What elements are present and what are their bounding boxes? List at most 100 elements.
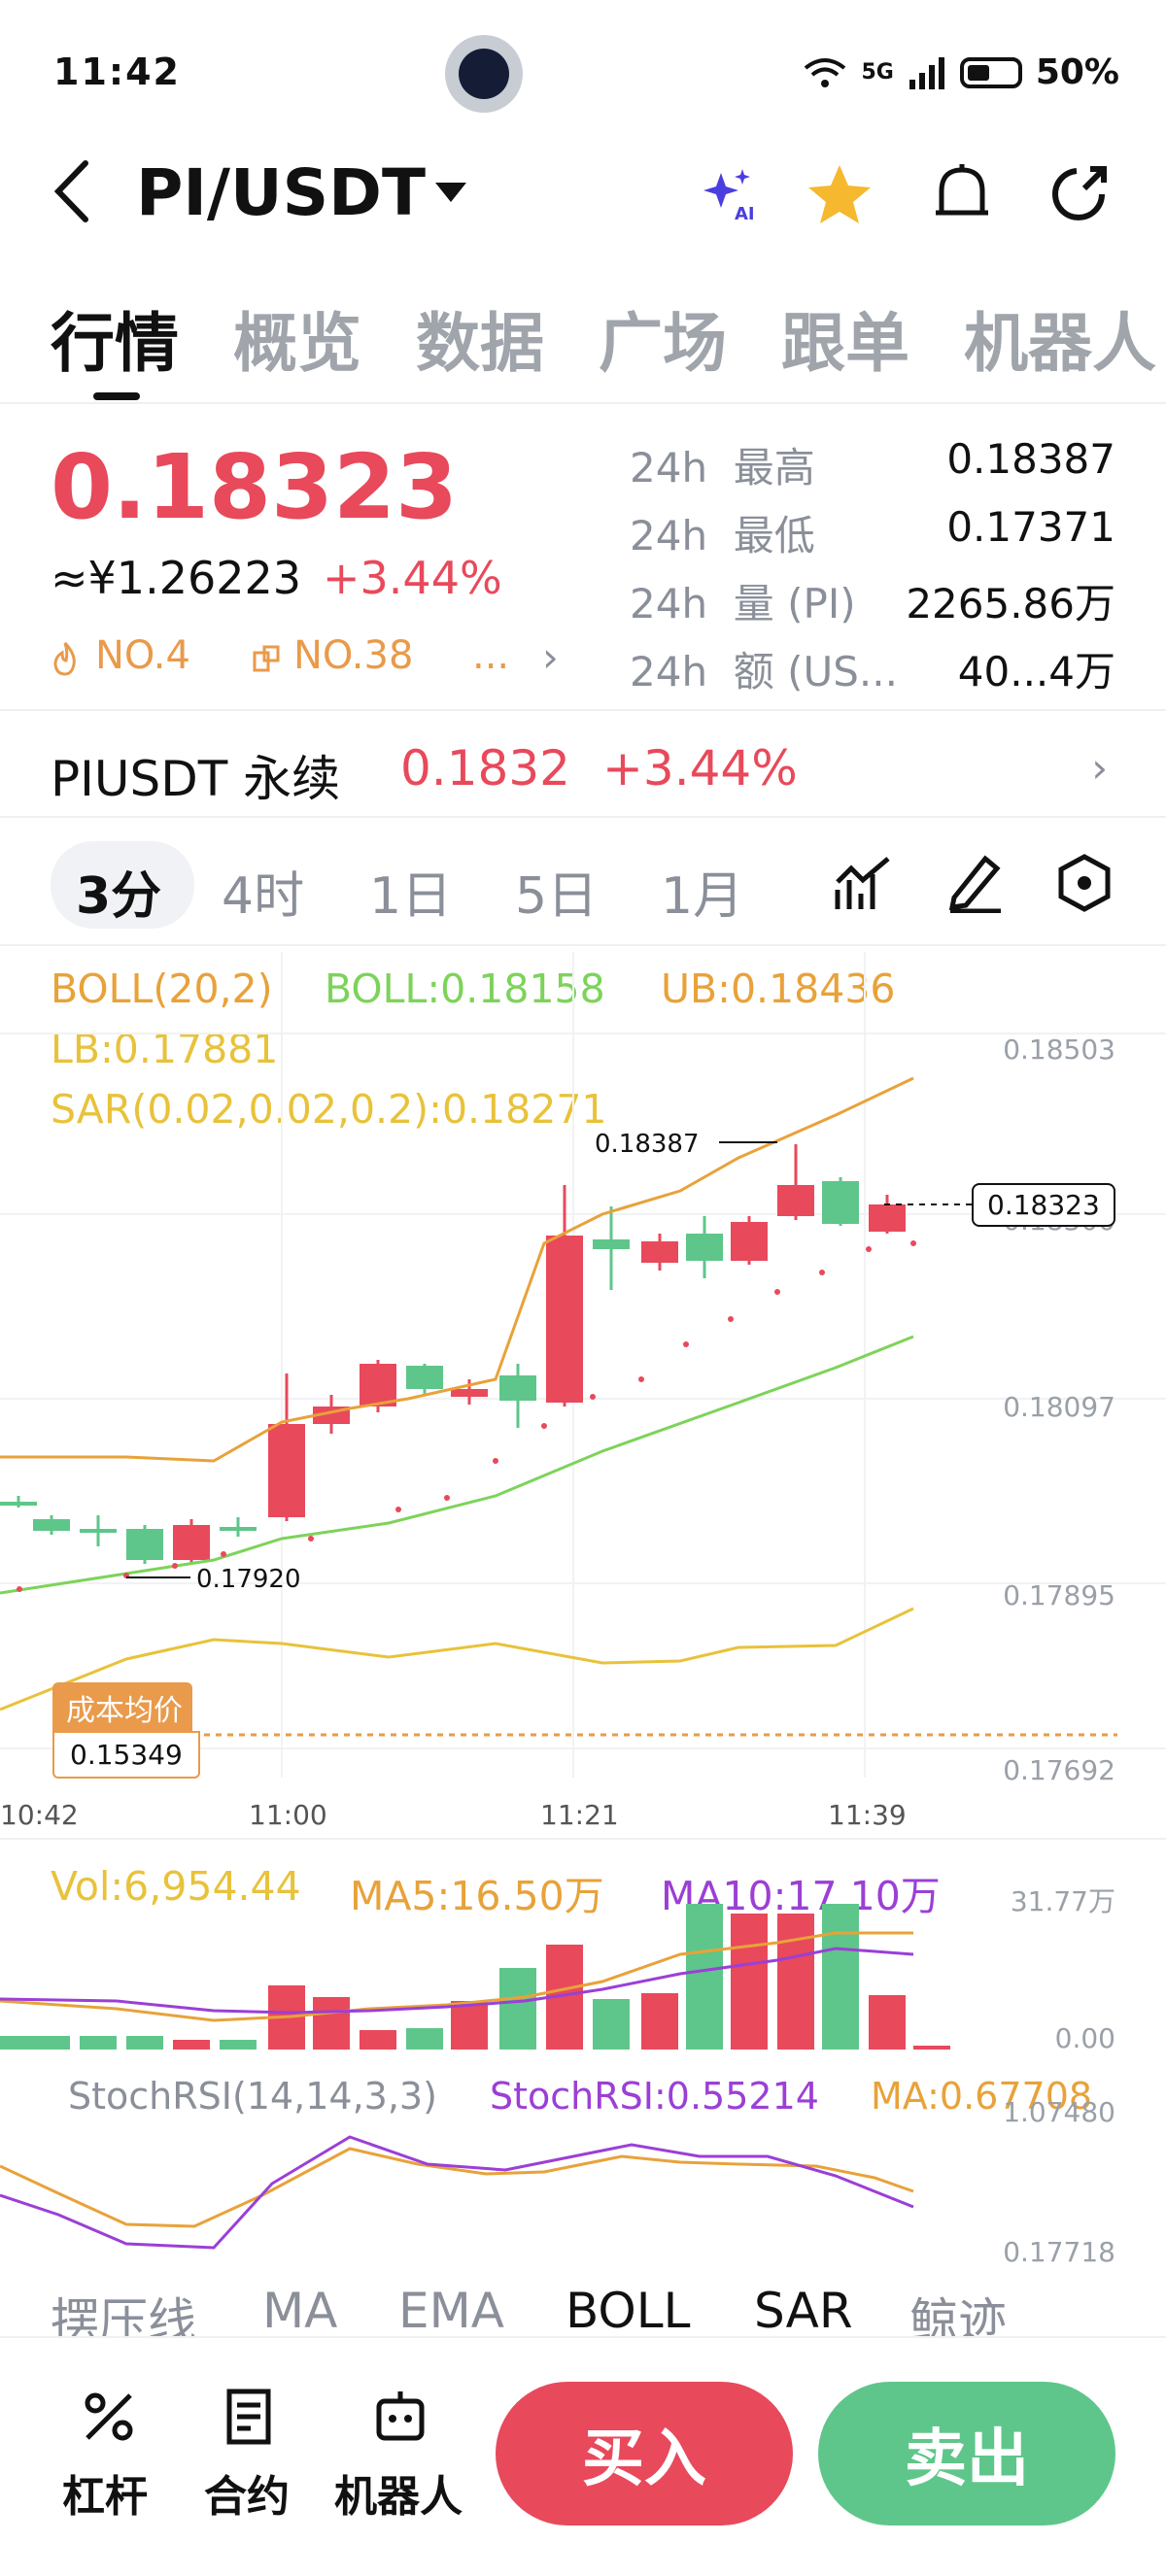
- volume-bar: [499, 1968, 536, 2050]
- tab-overview[interactable]: 概览: [233, 306, 361, 381]
- share-icon[interactable]: [1042, 157, 1115, 231]
- fire-icon: [53, 641, 76, 676]
- favorite-star-icon[interactable]: [803, 157, 876, 231]
- nav-leverage[interactable]: 杠杆: [62, 2472, 148, 2522]
- interval-4h[interactable]: 4时: [222, 867, 305, 926]
- high-marker: 0.18387: [595, 1130, 700, 1159]
- contract-icon[interactable]: [220, 2388, 278, 2446]
- ai-sparkle-icon[interactable]: AI: [692, 157, 766, 231]
- sell-button[interactable]: 卖出: [818, 2382, 1115, 2525]
- stochrsi-chart: [0, 2135, 914, 2250]
- candle-body: [777, 1185, 814, 1216]
- leverage-icon[interactable]: [80, 2388, 138, 2446]
- indicator-chart-icon[interactable]: [834, 855, 892, 913]
- candle-body: [822, 1181, 859, 1224]
- vol-axis-label: 0.00: [1054, 2022, 1115, 2054]
- sar-dot: [683, 1341, 689, 1347]
- tab-indicator-ma[interactable]: MA: [262, 2283, 338, 2339]
- wifi-icon: [805, 57, 846, 87]
- sar-dot: [638, 1376, 644, 1382]
- y-axis-label: 0.18097: [1003, 1391, 1115, 1423]
- tab-bots[interactable]: 机器人: [964, 306, 1156, 381]
- candle-body: [641, 1241, 678, 1263]
- divider: [0, 816, 1166, 818]
- sar-dot: [172, 1563, 178, 1569]
- candle-body: [869, 1204, 906, 1232]
- chevron-down-icon[interactable]: [435, 183, 466, 202]
- volume-bar: [220, 2040, 257, 2050]
- volume-bar: [33, 2036, 70, 2050]
- tab-copy-trading[interactable]: 跟单: [781, 306, 909, 381]
- boll-mid: BOLL:0.18158: [325, 966, 605, 1012]
- stat-low-value: 0.17371: [946, 503, 1115, 551]
- interval-1mo[interactable]: 1月: [661, 867, 744, 926]
- candle-body: [546, 1236, 583, 1403]
- last-price: 0.18323: [51, 435, 459, 539]
- interval-1d[interactable]: 1日: [369, 867, 453, 926]
- volume-chart: [0, 1904, 950, 2050]
- tab-square[interactable]: 广场: [599, 306, 727, 381]
- y-axis-label: 0.17692: [1003, 1754, 1115, 1786]
- cost-average-value: 0.15349: [52, 1731, 200, 1779]
- robot-icon[interactable]: [371, 2388, 429, 2446]
- divider: [0, 709, 1166, 711]
- candle-body: [593, 1239, 630, 1249]
- chevron-right-icon[interactable]: ›: [542, 633, 559, 681]
- sar-dot: [493, 1458, 498, 1464]
- sar-dot: [910, 1240, 916, 1246]
- perpetual-price: 0.1832: [400, 740, 570, 797]
- candle-body: [731, 1222, 768, 1261]
- sar-dot: [308, 1536, 314, 1542]
- tab-market[interactable]: 行情: [51, 306, 179, 381]
- category-icon: [253, 645, 280, 672]
- draw-pencil-icon[interactable]: [946, 853, 1005, 913]
- sar-value: SAR(0.02,0.02,0.2):0.18271: [51, 1086, 607, 1133]
- buy-button[interactable]: 买入: [496, 2382, 793, 2525]
- stat-high-label: 24h 最高: [630, 444, 815, 491]
- volume-bar: [822, 1904, 859, 2050]
- tab-data[interactable]: 数据: [416, 306, 544, 381]
- tab-indicator-sar[interactable]: SAR: [754, 2283, 853, 2339]
- volume-bar: [777, 1914, 814, 2050]
- nav-bot[interactable]: 机器人: [334, 2472, 463, 2522]
- interval-5d[interactable]: 5日: [515, 867, 599, 926]
- pair-title[interactable]: PI/USDT: [136, 155, 426, 230]
- vol-axis-label: 31.77万: [1010, 1885, 1115, 1917]
- interval-active-pill: [51, 841, 194, 929]
- rank-more[interactable]: ...: [472, 633, 510, 678]
- chevron-right-icon[interactable]: ›: [1091, 744, 1108, 792]
- vol-ma5: MA5:16.50万: [350, 1873, 604, 1919]
- interval-3m[interactable]: 3分: [76, 867, 162, 926]
- perpetual-name[interactable]: PIUSDT 永续: [51, 751, 341, 807]
- cost-average-label[interactable]: 成本均价: [52, 1682, 192, 1733]
- bell-icon[interactable]: [925, 157, 999, 231]
- tab-indicator-boll[interactable]: BOLL: [566, 2283, 691, 2339]
- tab-indicator-ema[interactable]: EMA: [398, 2283, 504, 2339]
- app-indicator-icon: [445, 35, 523, 113]
- x-axis-label: 11:39: [828, 1799, 907, 1831]
- candlestick-chart[interactable]: 0.18387 0.17920: [0, 952, 1166, 1826]
- y-axis-label: 0.18503: [1003, 1034, 1115, 1066]
- stoch-axis-label: 1.07480: [1003, 2096, 1115, 2128]
- sar-dot: [444, 1495, 450, 1501]
- candle-body: [499, 1375, 536, 1401]
- back-icon[interactable]: [51, 157, 93, 225]
- boll-lower-line: [0, 1607, 914, 1712]
- settings-hexagon-icon[interactable]: [1055, 853, 1114, 913]
- x-axis-label: 11:21: [540, 1799, 619, 1831]
- volume-bar: [126, 2036, 163, 2050]
- rank-hot[interactable]: NO.4: [95, 633, 190, 678]
- price-change-pct: +3.44%: [323, 552, 502, 604]
- rank-category[interactable]: NO.38: [293, 633, 414, 678]
- sar-dot: [17, 1586, 22, 1592]
- volume-bar: [641, 1993, 678, 2050]
- nav-contract[interactable]: 合约: [204, 2472, 290, 2522]
- battery-icon: [959, 56, 1022, 88]
- sar-dot: [541, 1423, 547, 1429]
- volume-bar: [731, 1914, 768, 2050]
- volume-bar: [80, 2036, 117, 2050]
- stoch-axis-label: 0.17718: [1003, 2236, 1115, 2268]
- volume-bar: [869, 1995, 906, 2050]
- candle-body: [33, 1519, 70, 1531]
- candle-body: [406, 1366, 443, 1389]
